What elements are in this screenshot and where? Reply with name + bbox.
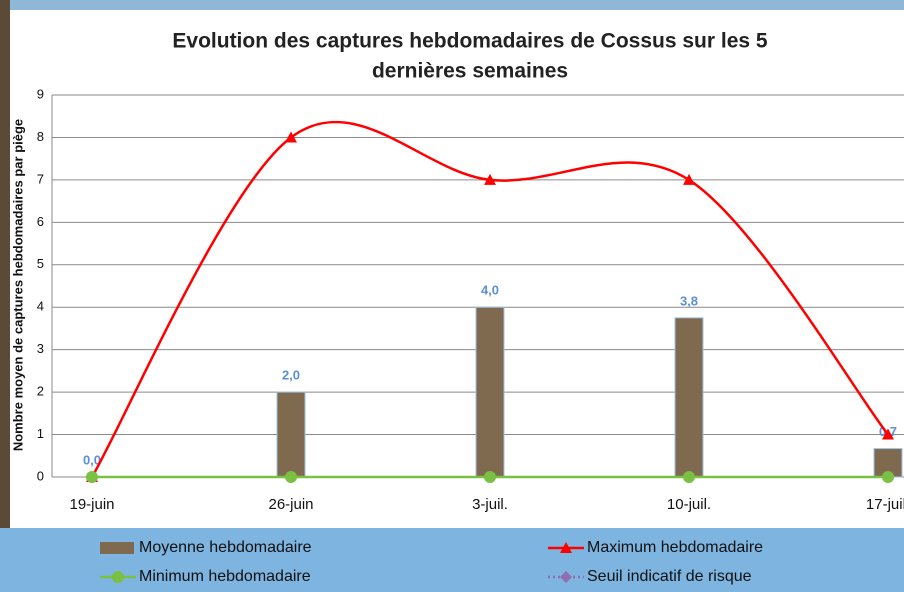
- value-label: 4,0: [481, 283, 499, 298]
- legend-label: Moyenne hebdomadaire: [139, 539, 312, 556]
- value-label: 3,8: [680, 293, 698, 308]
- y-tick-label: 8: [37, 129, 44, 144]
- chart-title: Evolution des captures hebdomadaires de …: [172, 30, 768, 53]
- marker: [484, 471, 496, 483]
- legend-background: [0, 528, 904, 592]
- y-tick-label: 5: [37, 256, 44, 271]
- chart: Evolution des captures hebdomadaires de …: [0, 0, 904, 592]
- y-tick-label: 0: [37, 468, 44, 483]
- legend-swatch: [100, 542, 134, 554]
- marker: [86, 471, 98, 483]
- x-tick-label: 17-juil.: [866, 496, 904, 513]
- x-tick-label: 10-juil.: [667, 496, 711, 513]
- legend-label: Minimum hebdomadaire: [139, 568, 311, 585]
- left-strip: [0, 0, 10, 528]
- y-tick-label: 6: [37, 214, 44, 229]
- bar: [476, 307, 504, 477]
- legend-marker: [112, 571, 124, 583]
- marker: [882, 471, 894, 483]
- x-tick-label: 19-juin: [69, 496, 114, 513]
- x-tick-label: 26-juin: [268, 496, 313, 513]
- top-strip: [0, 0, 904, 10]
- x-tick-label: 3-juil.: [472, 496, 508, 513]
- legend-label: Maximum hebdomadaire: [587, 539, 763, 556]
- marker: [683, 471, 695, 483]
- bar: [277, 392, 305, 477]
- y-tick-label: 1: [37, 426, 44, 441]
- y-tick-label: 2: [37, 384, 44, 399]
- bar: [675, 318, 703, 477]
- legend-label: Seuil indicatif de risque: [587, 568, 752, 585]
- y-tick-label: 4: [37, 299, 44, 314]
- background: [0, 0, 904, 592]
- marker: [285, 471, 297, 483]
- y-tick-label: 3: [37, 341, 44, 356]
- page: {"chart_data":{"type":"combo", "title":[…: [0, 0, 904, 592]
- value-label: 2,0: [282, 368, 300, 383]
- chart-title: dernières semaines: [372, 60, 568, 83]
- y-tick-label: 7: [37, 171, 44, 186]
- y-axis-label: Nombre moyen de captures hebdomadaires p…: [10, 119, 25, 451]
- y-tick-label: 9: [37, 86, 44, 101]
